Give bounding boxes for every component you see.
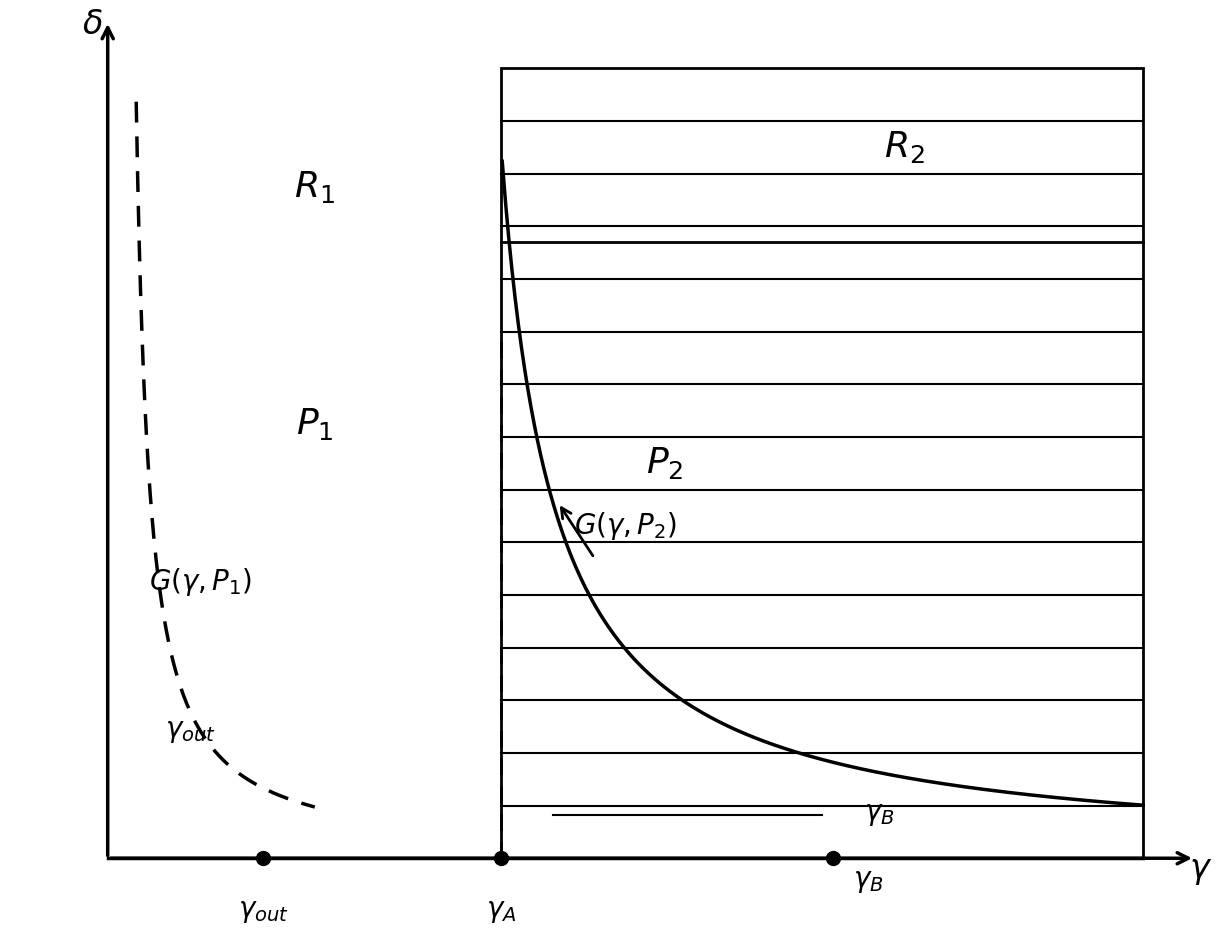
Text: $\delta$: $\delta$ xyxy=(82,8,102,41)
Bar xyxy=(501,68,1143,858)
Text: $P_2$: $P_2$ xyxy=(646,446,684,481)
Text: $\gamma_B$: $\gamma_B$ xyxy=(864,801,894,828)
Text: $G(\gamma, P_2)$: $G(\gamma, P_2)$ xyxy=(574,511,677,543)
Text: $\gamma_{out}$: $\gamma_{out}$ xyxy=(164,718,215,745)
Text: $R_2$: $R_2$ xyxy=(885,129,925,165)
Text: $\gamma_A$: $\gamma_A$ xyxy=(486,898,516,925)
Text: $R_1$: $R_1$ xyxy=(295,169,335,205)
Text: $\gamma_B$: $\gamma_B$ xyxy=(853,869,884,896)
Text: $P_1$: $P_1$ xyxy=(296,405,333,442)
Text: $G(\gamma, P_1)$: $G(\gamma, P_1)$ xyxy=(150,566,252,598)
Text: $\gamma_{out}$: $\gamma_{out}$ xyxy=(237,898,288,925)
Text: $\gamma$: $\gamma$ xyxy=(1189,854,1212,886)
